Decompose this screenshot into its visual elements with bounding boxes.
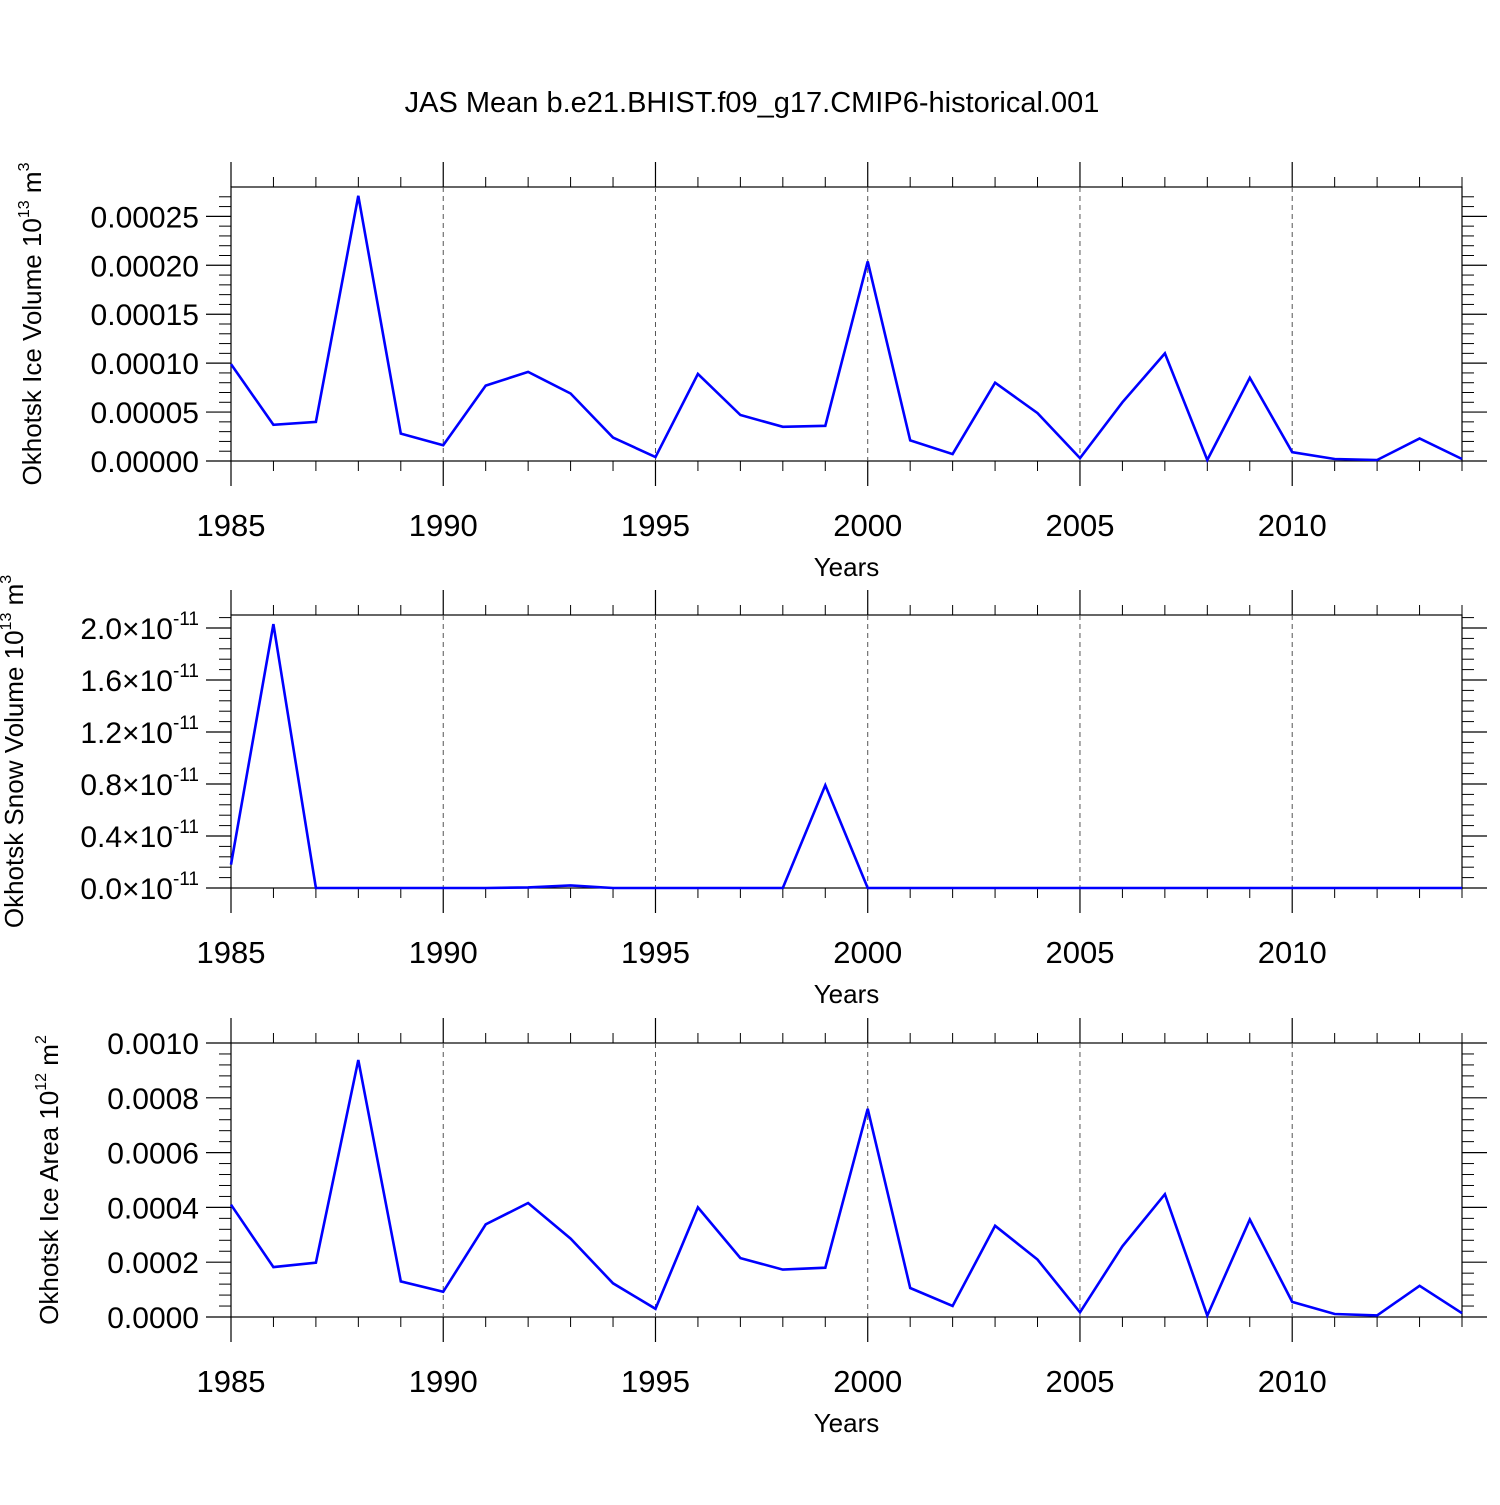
y-tick-label: 0.00000 [91, 446, 199, 479]
series-line [231, 624, 1462, 888]
y-tick-exponent: -11 [173, 609, 199, 630]
y-tick-label: 0.00015 [91, 299, 199, 332]
y-tick-multiplier: ×10 [122, 613, 173, 646]
y-tick-label: 0.00025 [91, 201, 199, 234]
x-tick-label: 2005 [1045, 1364, 1114, 1399]
y-tick-label: 0.4×10-11 [80, 817, 199, 854]
y-label-text: Okhotsk Ice Area 10 [34, 1091, 64, 1325]
y-axis-label: Okhotsk Ice Volume 1013 m3 [16, 162, 47, 485]
x-tick-label: 2010 [1258, 1364, 1327, 1399]
x-tick-label: 2000 [833, 935, 902, 970]
x-tick-label: 2000 [833, 508, 902, 543]
series-line [231, 1060, 1462, 1316]
y-tick-multiplier: ×10 [122, 873, 173, 906]
x-tick-label: 2000 [833, 1364, 902, 1399]
y-tick-label: 0.00020 [91, 250, 199, 283]
y-label-unit-exponent: 3 [16, 162, 33, 171]
x-tick-label: 1985 [197, 1364, 266, 1399]
y-label-exponent: 12 [33, 1073, 50, 1091]
figure-title: JAS Mean b.e21.BHIST.f09_g17.CMIP6-histo… [405, 87, 1100, 119]
y-tick-exponent: -11 [173, 869, 199, 890]
x-axis-label: Years [814, 979, 880, 1009]
plot-frame [231, 1043, 1462, 1317]
x-tick-label: 2005 [1045, 508, 1114, 543]
series-line [231, 196, 1462, 460]
x-tick-label: 2010 [1258, 508, 1327, 543]
plot-frame [231, 187, 1462, 461]
x-tick-label: 1995 [621, 935, 690, 970]
y-tick-mantissa: 1.6 [80, 665, 122, 698]
chart-panel-1: 1985 1990 1995 2000 2005 2010 0.00000 0.00005 0.… [16, 162, 1487, 582]
y-label-text: Okhotsk Snow Volume 10 [0, 630, 29, 928]
y-label-exponent: 13 [16, 200, 33, 218]
y-tick-exponent: -11 [173, 661, 199, 682]
plot-frame [231, 615, 1462, 888]
x-tick-label: 2010 [1258, 935, 1327, 970]
y-tick-exponent: -11 [173, 817, 199, 838]
x-tick-label: 1990 [409, 508, 478, 543]
y-tick-label: 2.0×10-11 [80, 609, 199, 646]
y-tick-mantissa: 0.0 [80, 873, 122, 906]
y-axis-label: Okhotsk Ice Area 1012 m2 [33, 1035, 64, 1325]
y-tick-label: 0.0000 [107, 1302, 199, 1335]
chart-panel-3: 1985 1990 1995 2000 2005 2010 0.0000 0.0002 0.00… [33, 1018, 1487, 1438]
y-tick-mantissa: 1.2 [80, 717, 122, 750]
y-tick-label: 0.0004 [107, 1192, 199, 1225]
y-label-text: Okhotsk Ice Volume 10 [17, 218, 47, 485]
x-tick-label: 1995 [621, 508, 690, 543]
y-tick-mantissa: 0.4 [80, 821, 122, 854]
y-label-exponent: 13 [0, 613, 15, 631]
x-tick-label: 1995 [621, 1364, 690, 1399]
y-tick-multiplier: ×10 [122, 821, 173, 854]
y-tick-mantissa: 2.0 [80, 613, 122, 646]
y-tick-mantissa: 0.8 [80, 769, 122, 802]
y-label-unit: m [17, 171, 47, 200]
x-tick-label: 1990 [409, 935, 478, 970]
x-tick-label: 1990 [409, 1364, 478, 1399]
y-tick-label: 0.0008 [107, 1083, 199, 1116]
x-axis-label: Years [814, 1408, 880, 1438]
y-label-unit: m [34, 1044, 64, 1073]
y-tick-label: 0.8×10-11 [80, 765, 199, 802]
y-tick-exponent: -11 [173, 713, 199, 734]
y-tick-label: 0.00010 [91, 348, 199, 381]
y-label-unit: m [0, 584, 29, 613]
x-tick-label: 2005 [1045, 935, 1114, 970]
y-tick-label: 1.6×10-11 [80, 661, 199, 698]
x-tick-label: 1985 [197, 935, 266, 970]
y-tick-label: 0.00005 [91, 397, 199, 430]
y-tick-label: 0.0006 [107, 1138, 199, 1171]
y-tick-label: 0.0002 [107, 1247, 199, 1280]
y-tick-label: 0.0×10-11 [80, 869, 199, 906]
x-tick-label: 1985 [197, 508, 266, 543]
y-axis-label: Okhotsk Snow Volume 1013 m3 [0, 575, 29, 928]
y-tick-multiplier: ×10 [122, 717, 173, 750]
y-tick-multiplier: ×10 [122, 665, 173, 698]
x-axis-label: Years [814, 552, 880, 582]
y-tick-label: 0.0010 [107, 1028, 199, 1061]
y-tick-label: 1.2×10-11 [80, 713, 199, 750]
y-tick-multiplier: ×10 [122, 769, 173, 802]
y-label-unit-exponent: 3 [0, 575, 15, 584]
y-label-unit-exponent: 2 [33, 1035, 50, 1044]
y-tick-exponent: -11 [173, 765, 199, 786]
